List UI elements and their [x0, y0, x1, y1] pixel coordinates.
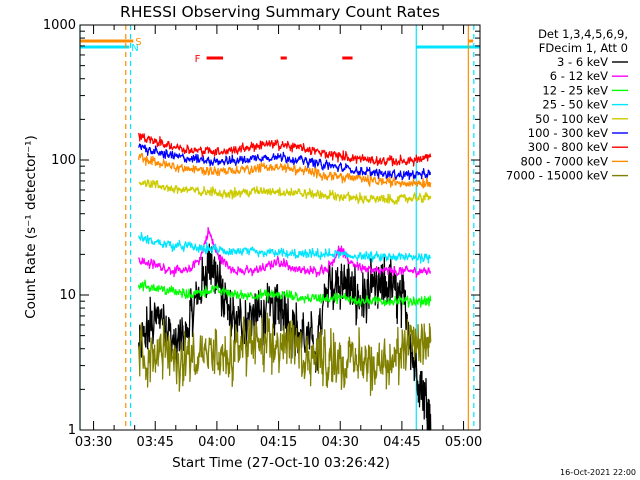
series-line [138, 232, 431, 264]
series-line [138, 179, 432, 205]
legend-entry-label: 12 - 25 keV [542, 83, 608, 97]
series-line [138, 143, 432, 181]
legend-header-line: FDecim 1, Att 0 [539, 41, 628, 55]
x-tick-label: 04:00 [198, 435, 235, 450]
x-tick-label: 04:30 [321, 435, 358, 450]
x-tick-label: 04:15 [260, 435, 297, 450]
x-tick-label: 04:45 [383, 435, 420, 450]
y-tick-label: 100 [51, 153, 76, 168]
flag-label-S: S [135, 37, 141, 48]
series-line [138, 243, 432, 431]
x-axis-label: Start Time (27-Oct-10 03:26:42) [172, 455, 390, 471]
plot-frame [79, 24, 481, 431]
series-line [138, 152, 432, 189]
flag-label-N: N [131, 43, 138, 54]
series-line [138, 226, 431, 279]
legend-entry-label: 50 - 100 keV [535, 112, 608, 126]
y-tick-label: 10 [59, 288, 76, 303]
legend-entry-label: 7000 - 15000 keV [506, 169, 608, 183]
legend-entry-label: 3 - 6 keV [557, 55, 608, 69]
series-line [138, 132, 432, 167]
plot-area: SN F 1 10 100 1000 03:30 03:45 04:00 04:15 04:30 04… [43, 18, 482, 450]
flag-label-F: F [195, 54, 201, 65]
legend: Det 1,3,4,5,6,9,FDecim 1, Att 03 - 6 keV… [506, 27, 628, 183]
legend-entry-label: 25 - 50 keV [542, 98, 608, 112]
timestamp-label: 16-Oct-2021 22:00 [560, 468, 636, 477]
legend-header-line: Det 1,3,4,5,6,9, [538, 27, 628, 41]
legend-entry-label: 100 - 300 keV [528, 126, 608, 140]
legend-entry-label: 800 - 7000 keV [520, 154, 608, 168]
legend-entry-label: 6 - 12 keV [550, 69, 608, 83]
x-tick-label: 05:00 [445, 435, 482, 450]
x-tick-label: 03:45 [136, 435, 173, 450]
x-tick-label: 03:30 [75, 435, 112, 450]
series-line [138, 279, 432, 308]
series-line [138, 312, 432, 397]
y-tick-label: 1 [68, 423, 76, 438]
y-axis-label: Count Rate (s⁻¹ detector⁻¹) [23, 135, 39, 319]
chart-title: RHESSI Observing Summary Count Rates [120, 3, 440, 21]
y-tick-label: 1000 [43, 18, 76, 33]
legend-entry-label: 300 - 800 keV [528, 140, 608, 154]
